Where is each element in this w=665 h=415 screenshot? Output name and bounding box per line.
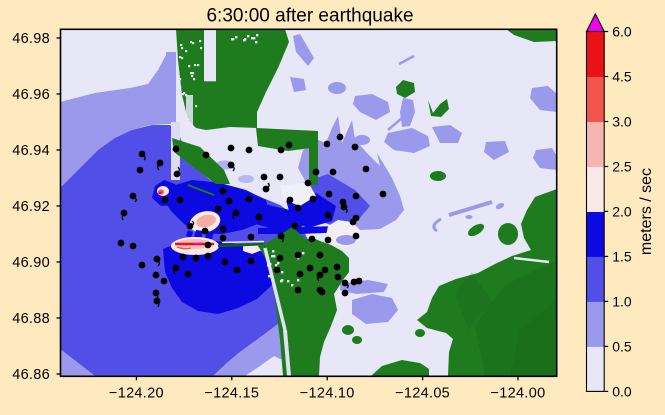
svg-text:0.5: 0.5 bbox=[612, 338, 632, 354]
svg-text:1.0: 1.0 bbox=[612, 293, 632, 309]
svg-text:46.94: 46.94 bbox=[12, 143, 50, 159]
svg-text:46.86: 46.86 bbox=[12, 367, 50, 383]
svg-text:−124.20: −124.20 bbox=[109, 385, 164, 401]
svg-text:46.90: 46.90 bbox=[12, 255, 50, 271]
svg-text:46.98: 46.98 bbox=[12, 31, 50, 47]
svg-text:4.5: 4.5 bbox=[612, 69, 632, 85]
svg-text:−124.15: −124.15 bbox=[204, 385, 259, 401]
svg-text:1.5: 1.5 bbox=[612, 248, 632, 264]
svg-text:46.88: 46.88 bbox=[12, 311, 50, 327]
svg-text:2.0: 2.0 bbox=[612, 203, 632, 219]
svg-text:−124.00: −124.00 bbox=[491, 385, 546, 401]
svg-text:46.92: 46.92 bbox=[12, 199, 50, 215]
svg-text:46.96: 46.96 bbox=[12, 87, 50, 103]
svg-text:6:30:00 after earthquake: 6:30:00 after earthquake bbox=[206, 5, 413, 26]
svg-text:−124.10: −124.10 bbox=[300, 385, 355, 401]
svg-text:meters / sec: meters / sec bbox=[638, 168, 655, 255]
svg-text:−124.05: −124.05 bbox=[395, 385, 450, 401]
svg-text:2.5: 2.5 bbox=[612, 159, 632, 175]
svg-text:6.0: 6.0 bbox=[612, 24, 632, 40]
svg-text:3.0: 3.0 bbox=[612, 114, 632, 130]
svg-text:0.0: 0.0 bbox=[612, 383, 632, 399]
